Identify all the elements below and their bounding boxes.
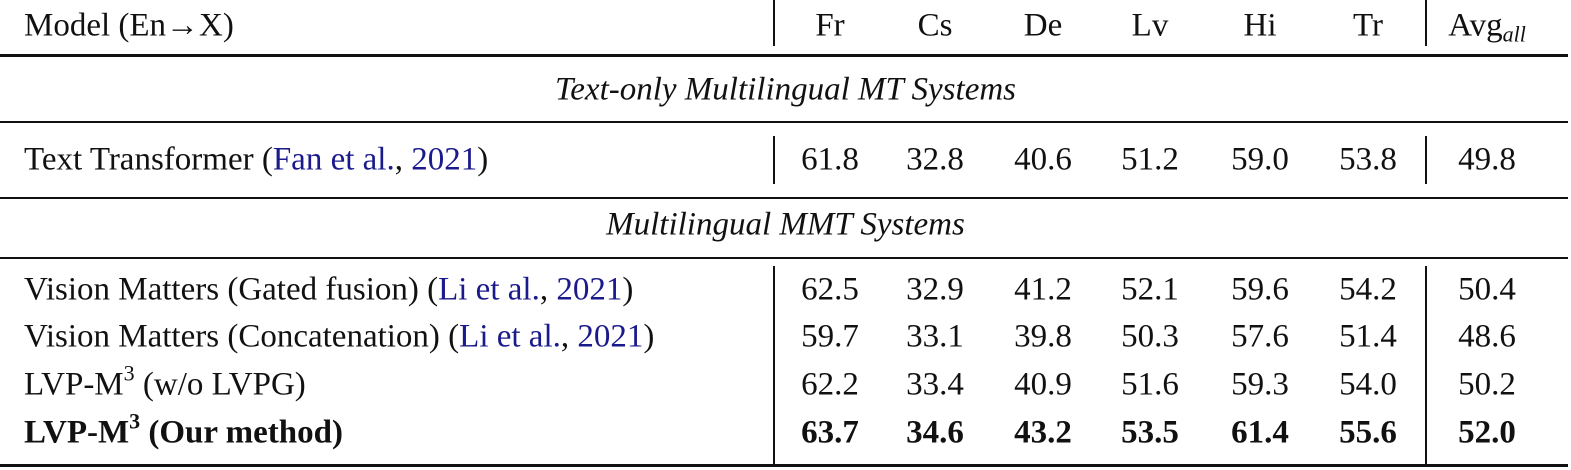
- citation-year: 2021: [577, 318, 644, 355]
- cell-Cs: 32.8: [906, 141, 964, 178]
- separator: ,: [560, 318, 578, 355]
- cell-Tr: 55.6: [1339, 414, 1397, 451]
- cell-Cs: 33.1: [906, 318, 964, 355]
- citation-author: Fan et al.: [272, 141, 395, 178]
- cell-Lv: 52.1: [1121, 271, 1179, 308]
- model-label: Text Transformer (: [24, 141, 273, 178]
- cell-Cs: 34.6: [906, 414, 964, 451]
- header-lang-Lv: Lv: [1131, 7, 1169, 44]
- cell-Hi: 59.6: [1231, 271, 1289, 308]
- model-label: Vision Matters (Gated fusion) (: [24, 271, 439, 308]
- superscript: 3: [123, 360, 135, 386]
- cell-avg: 49.8: [1458, 141, 1516, 178]
- column-divider: [773, 0, 775, 46]
- citation-link[interactable]: Li et al., 2021: [459, 319, 643, 355]
- model-suffix: ): [622, 271, 634, 308]
- superscript: 3: [129, 408, 141, 434]
- rule: [0, 121, 1568, 123]
- separator: ,: [394, 141, 412, 178]
- model-name: LVP-M3 (w/o LVPG): [24, 362, 306, 404]
- cell-Tr: 54.2: [1339, 271, 1397, 308]
- column-divider: [773, 136, 775, 184]
- header-model: Model (En→X): [24, 7, 234, 44]
- cell-De: 43.2: [1014, 414, 1072, 451]
- cell-De: 39.8: [1014, 318, 1072, 355]
- header-avg: Avgall: [1448, 7, 1526, 47]
- cell-Fr: 63.7: [801, 414, 859, 451]
- avg-label: Avg: [1448, 7, 1503, 44]
- column-divider: [1425, 266, 1427, 464]
- citation-author: Li et al.: [459, 318, 561, 355]
- cell-Lv: 50.3: [1121, 318, 1179, 355]
- model-name: LVP-M3 (Our method): [24, 410, 343, 452]
- cell-De: 41.2: [1014, 271, 1072, 308]
- cell-Cs: 32.9: [906, 271, 964, 308]
- cell-Cs: 33.4: [906, 366, 964, 403]
- cell-Lv: 51.2: [1121, 141, 1179, 178]
- citation-year: 2021: [556, 271, 623, 308]
- cell-De: 40.6: [1014, 141, 1072, 178]
- model-name: Vision Matters (Gated fusion) (Li et al.…: [24, 272, 633, 309]
- cell-De: 40.9: [1014, 366, 1072, 403]
- header-lang-De: De: [1023, 7, 1063, 44]
- cell-Tr: 54.0: [1339, 366, 1397, 403]
- section-title: Multilingual MMT Systems: [606, 206, 965, 243]
- cell-Fr: 62.5: [801, 271, 859, 308]
- model-suffix: ): [643, 318, 655, 355]
- citation-year: 2021: [411, 141, 478, 178]
- rule-header: [0, 54, 1568, 57]
- cell-Fr: 62.2: [801, 366, 859, 403]
- cell-Hi: 61.4: [1231, 414, 1289, 451]
- cell-Tr: 51.4: [1339, 318, 1397, 355]
- section-title: Text-only Multilingual MT Systems: [554, 71, 1017, 108]
- citation-author: Li et al.: [438, 271, 540, 308]
- model-name: Vision Matters (Concatenation) (Li et al…: [24, 319, 654, 356]
- model-label: LVP-M: [24, 414, 130, 451]
- model-suffix: ): [477, 141, 489, 178]
- header-lang-Tr: Tr: [1353, 7, 1383, 44]
- cell-avg: 48.6: [1458, 318, 1516, 355]
- rule: [0, 197, 1568, 199]
- header-lang-Cs: Cs: [917, 7, 953, 44]
- avg-subscript: all: [1502, 21, 1526, 47]
- cell-Fr: 59.7: [801, 318, 859, 355]
- citation-link[interactable]: Li et al., 2021: [438, 272, 622, 308]
- cell-Fr: 61.8: [801, 141, 859, 178]
- cell-avg: 50.4: [1458, 271, 1516, 308]
- column-divider: [773, 266, 775, 464]
- model-suffix: (w/o LVPG): [134, 366, 306, 403]
- model-name: Text Transformer (Fan et al., 2021): [24, 142, 488, 179]
- cell-avg: 50.2: [1458, 366, 1516, 403]
- model-suffix: (Our method): [140, 414, 343, 451]
- model-label: Vision Matters (Concatenation) (: [24, 318, 460, 355]
- cell-Lv: 51.6: [1121, 366, 1179, 403]
- cell-Lv: 53.5: [1121, 414, 1179, 451]
- cell-Tr: 53.8: [1339, 141, 1397, 178]
- header-lang-Hi: Hi: [1243, 7, 1277, 44]
- cell-Hi: 59.0: [1231, 141, 1289, 178]
- cell-Hi: 57.6: [1231, 318, 1289, 355]
- rule-bottom: [0, 464, 1568, 467]
- cell-Hi: 59.3: [1231, 366, 1289, 403]
- separator: ,: [539, 271, 557, 308]
- model-label: LVP-M: [24, 366, 124, 403]
- cell-avg: 52.0: [1458, 414, 1516, 451]
- citation-link[interactable]: Fan et al., 2021: [273, 142, 477, 178]
- rule: [0, 257, 1568, 259]
- column-divider: [1425, 0, 1427, 46]
- column-divider: [1425, 136, 1427, 184]
- header-lang-Fr: Fr: [815, 7, 845, 44]
